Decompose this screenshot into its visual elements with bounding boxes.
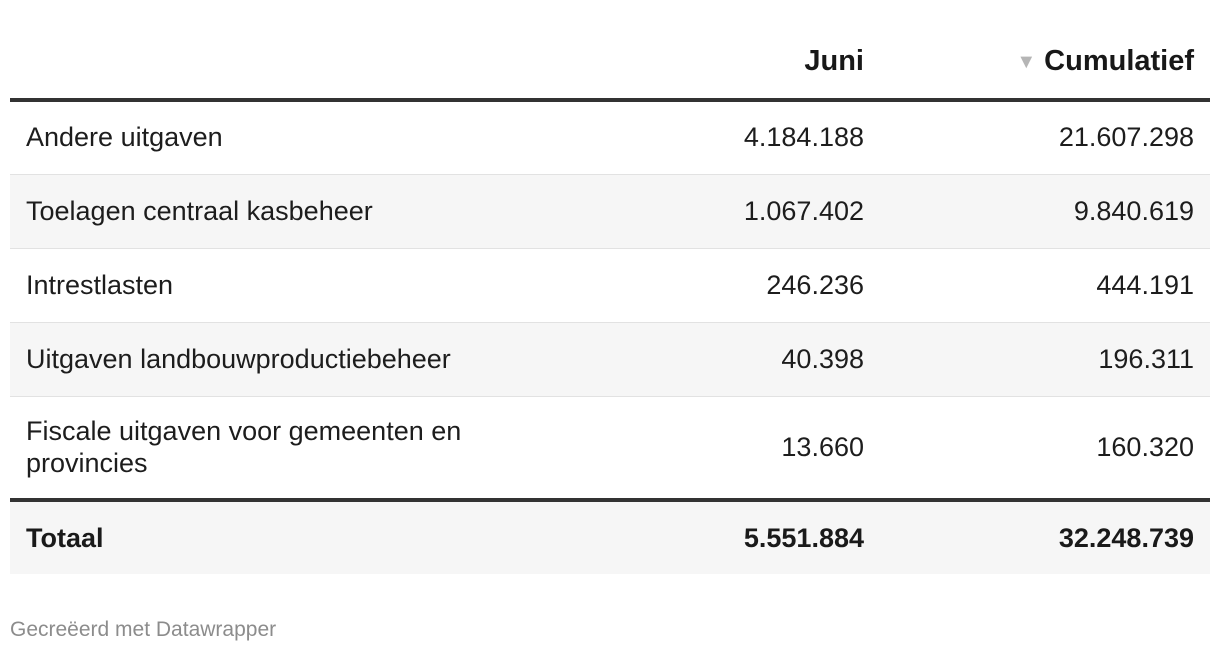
total-label: Totaal xyxy=(10,498,700,574)
row-cumulatief-value: 444.191 xyxy=(880,248,1210,323)
data-table-container: Juni ▼ Cumulatief Andere uitgaven 4.184.1… xyxy=(10,0,1210,574)
sort-descending-icon: ▼ xyxy=(1016,51,1037,73)
table-row: Intrestlasten 246.236 444.191 xyxy=(10,248,1210,323)
column-header-label xyxy=(10,0,700,102)
total-cumulatief-value: 32.248.739 xyxy=(880,498,1210,574)
datawrapper-credit-link[interactable]: Gecreëerd met Datawrapper xyxy=(10,618,277,641)
data-table: Juni ▼ Cumulatief Andere uitgaven 4.184.1… xyxy=(10,0,1210,574)
row-label: Toelagen centraal kasbeheer xyxy=(10,174,700,249)
row-label-text: Fiscale uitgaven voor gemeenten en provi… xyxy=(26,416,462,479)
row-juni-value: 40.398 xyxy=(700,322,880,397)
row-juni-value: 4.184.188 xyxy=(700,100,880,175)
row-label: Fiscale uitgaven voor gemeenten en provi… xyxy=(10,396,700,500)
column-header-cumulatief[interactable]: ▼ Cumulatief xyxy=(880,0,1210,102)
row-juni-value: 246.236 xyxy=(700,248,880,323)
table-row: Uitgaven landbouwproductiebeheer 40.398 … xyxy=(10,322,1210,397)
table-row: Toelagen centraal kasbeheer 1.067.402 9.… xyxy=(10,174,1210,249)
table-row: Andere uitgaven 4.184.188 21.607.298 xyxy=(10,100,1210,175)
table-row: Fiscale uitgaven voor gemeenten en provi… xyxy=(10,396,1210,500)
row-label: Uitgaven landbouwproductiebeheer xyxy=(10,322,700,397)
column-header-juni[interactable]: Juni xyxy=(700,0,880,102)
row-label: Intrestlasten xyxy=(10,248,700,323)
total-juni-value: 5.551.884 xyxy=(700,498,880,574)
row-cumulatief-value: 160.320 xyxy=(880,396,1210,500)
row-cumulatief-value: 21.607.298 xyxy=(880,100,1210,175)
row-cumulatief-value: 9.840.619 xyxy=(880,174,1210,249)
column-header-juni-label: Juni xyxy=(804,45,864,77)
total-row: Totaal 5.551.884 32.248.739 xyxy=(10,498,1210,574)
row-cumulatief-value: 196.311 xyxy=(880,322,1210,397)
column-header-cumulatief-label: Cumulatief xyxy=(1044,45,1194,77)
row-label: Andere uitgaven xyxy=(10,100,700,175)
table-header-row: Juni ▼ Cumulatief xyxy=(10,0,1210,102)
row-juni-value: 13.660 xyxy=(700,396,880,500)
row-juni-value: 1.067.402 xyxy=(700,174,880,249)
